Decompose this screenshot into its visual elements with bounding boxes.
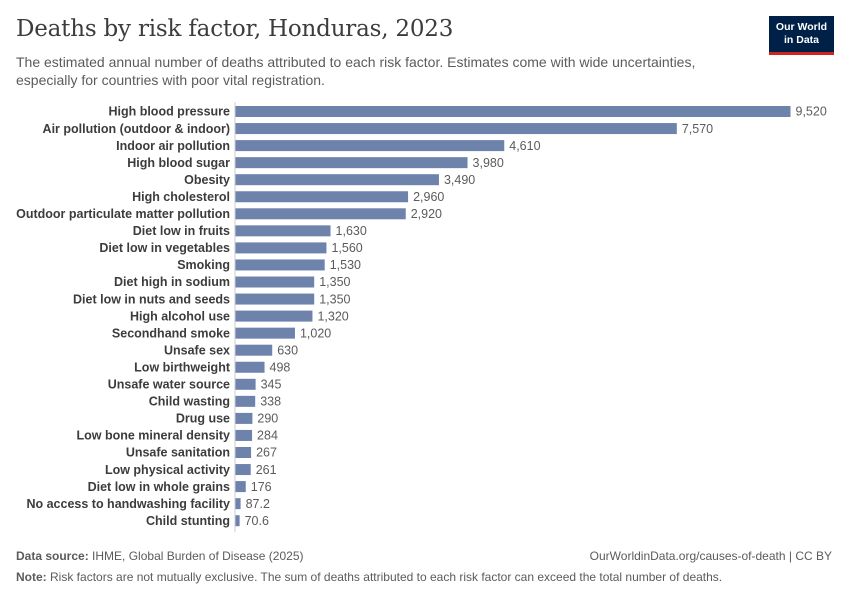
- value-label: 290: [257, 412, 278, 426]
- value-label: 3,980: [473, 156, 504, 170]
- bar[interactable]: [235, 361, 265, 373]
- value-label: 7,570: [682, 122, 713, 136]
- note-text: Risk factors are not mutually exclusive.…: [50, 570, 723, 584]
- bar[interactable]: [235, 276, 315, 288]
- bar[interactable]: [235, 464, 251, 476]
- bar[interactable]: [235, 412, 253, 424]
- value-label: 267: [256, 446, 277, 460]
- value-label: 1,560: [331, 241, 362, 255]
- value-label: 261: [256, 463, 277, 477]
- value-label: 2,960: [413, 190, 444, 204]
- bar[interactable]: [235, 310, 313, 322]
- category-label: Low physical activity: [105, 463, 230, 477]
- bar[interactable]: [235, 515, 240, 527]
- category-label: No access to handwashing facility: [26, 497, 230, 511]
- category-label: Diet high in sodium: [114, 275, 230, 289]
- bar[interactable]: [235, 259, 325, 271]
- category-label: High blood sugar: [127, 156, 230, 170]
- bar[interactable]: [235, 242, 327, 254]
- source-url-link[interactable]: OurWorldinData.org/causes-of-death | CC …: [589, 549, 832, 563]
- value-label: 630: [277, 343, 298, 357]
- value-label: 3,490: [444, 173, 475, 187]
- value-label: 1,320: [317, 309, 348, 323]
- chart-subtitle: The estimated annual number of deaths at…: [16, 54, 696, 88]
- value-label: 1,350: [319, 292, 350, 306]
- value-label: 1,530: [330, 258, 361, 272]
- category-label: Unsafe water source: [108, 378, 230, 392]
- data-source: Data source: IHME, Global Burden of Dise…: [16, 549, 303, 563]
- bar[interactable]: [235, 140, 505, 152]
- value-label: 9,520: [796, 105, 827, 119]
- note-label: Note:: [16, 570, 47, 584]
- category-label: Unsafe sex: [164, 343, 230, 357]
- bar[interactable]: [235, 378, 256, 390]
- category-label: Outdoor particulate matter pollution: [16, 207, 230, 221]
- bar[interactable]: [235, 429, 253, 441]
- chart-title: Deaths by risk factor, Honduras, 2023: [16, 16, 454, 42]
- value-label: 176: [251, 480, 272, 494]
- category-label: Secondhand smoke: [112, 326, 230, 340]
- category-label: Diet low in vegetables: [99, 241, 230, 255]
- category-label: High alcohol use: [130, 309, 230, 323]
- data-source-label: Data source:: [16, 549, 89, 563]
- category-label: Drug use: [176, 412, 230, 426]
- value-label: 1,350: [319, 275, 350, 289]
- category-label: Child wasting: [149, 395, 230, 409]
- logo-line-2: in Data: [783, 34, 819, 46]
- bar-chart: High blood pressure 9,520 Air pollution (o…: [16, 102, 827, 533]
- bar[interactable]: [235, 293, 315, 305]
- value-label: 70.6: [245, 514, 269, 528]
- bar[interactable]: [235, 481, 246, 493]
- bar[interactable]: [235, 208, 406, 220]
- value-label: 4,610: [509, 139, 540, 153]
- category-label: Indoor air pollution: [116, 139, 230, 153]
- bar[interactable]: [235, 225, 331, 237]
- bar[interactable]: [235, 123, 677, 135]
- bar[interactable]: [235, 344, 273, 356]
- category-label: Low bone mineral density: [77, 429, 231, 443]
- value-label: 345: [261, 378, 282, 392]
- bar[interactable]: [235, 447, 252, 458]
- value-label: 1,020: [300, 326, 331, 340]
- category-label: Low birthweight: [134, 360, 231, 374]
- bar[interactable]: [235, 498, 241, 510]
- value-label: 498: [270, 360, 291, 374]
- owid-logo[interactable]: Our World in Data: [769, 16, 834, 55]
- bar[interactable]: [235, 174, 439, 186]
- chart-note: Note: Risk factors are not mutually excl…: [16, 570, 722, 584]
- category-label: Unsafe sanitation: [126, 446, 230, 460]
- category-label: Diet low in whole grains: [88, 480, 230, 494]
- bar[interactable]: [235, 106, 791, 117]
- data-source-text: IHME, Global Burden of Disease (2025): [92, 549, 304, 563]
- category-label: Diet low in fruits: [133, 224, 230, 238]
- value-label: 87.2: [246, 497, 270, 511]
- category-label: Diet low in nuts and seeds: [73, 292, 230, 306]
- logo-line-1: Our World: [775, 21, 828, 33]
- category-label: Obesity: [184, 173, 230, 187]
- bar[interactable]: [235, 191, 409, 203]
- category-label: High cholesterol: [132, 190, 230, 204]
- value-label: 2,920: [411, 207, 442, 221]
- bar[interactable]: [235, 395, 256, 407]
- value-label: 1,630: [336, 224, 367, 238]
- value-label: 338: [260, 395, 281, 409]
- category-label: Smoking: [177, 258, 230, 272]
- category-label: Air pollution (outdoor & indoor): [43, 122, 230, 136]
- category-label: Child stunting: [146, 514, 230, 528]
- bar[interactable]: [235, 157, 468, 169]
- value-label: 284: [257, 429, 278, 443]
- bar[interactable]: [235, 327, 295, 339]
- category-label: High blood pressure: [108, 105, 230, 119]
